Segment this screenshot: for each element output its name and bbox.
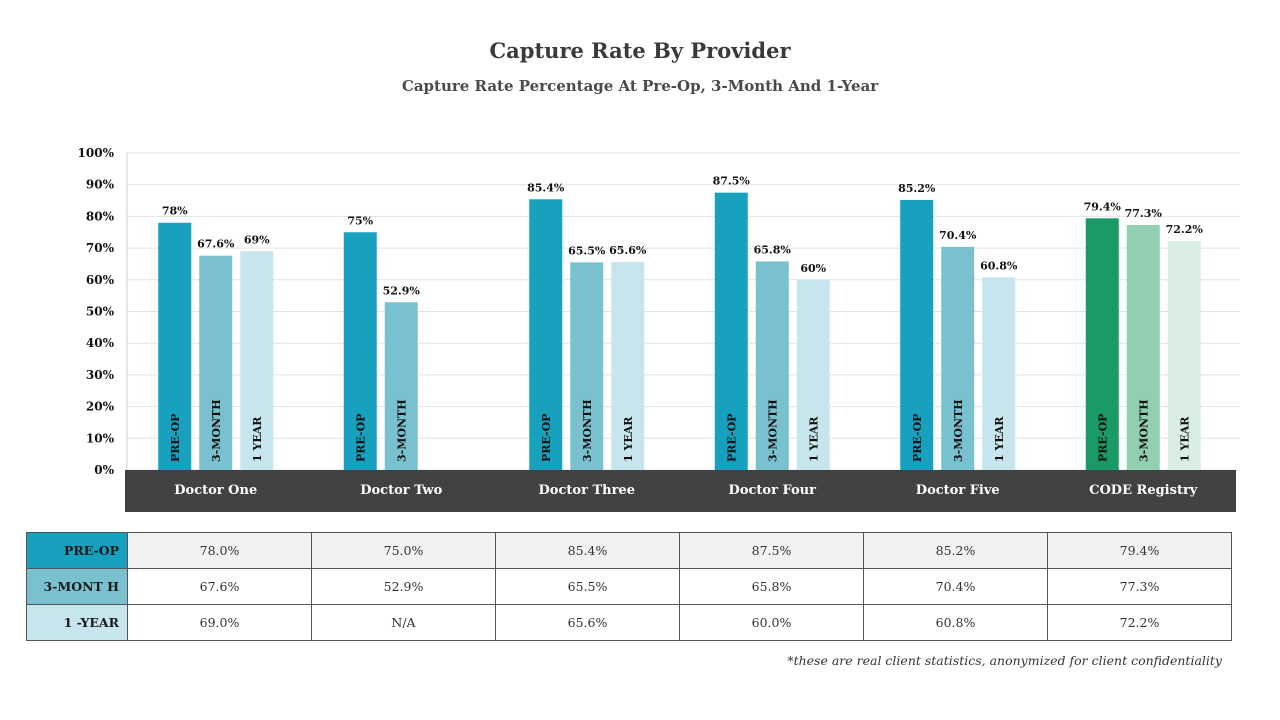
y-tick-label: 60% [86,273,115,287]
y-tick-label: 90% [86,178,115,192]
bar-series-label: 1 YEAR [993,416,1006,462]
data-label: 67.6% [197,238,235,251]
bar [714,192,748,470]
bar [1167,241,1201,470]
y-tick-label: 10% [86,431,115,445]
data-label: 75% [347,214,373,227]
bar [796,279,830,470]
bar [1126,224,1160,470]
table-cell: 65.5% [495,568,680,605]
bar-series-label: 1 YEAR [807,416,820,462]
data-label: 78% [162,205,188,218]
bar-series-label: 1 YEAR [622,416,635,462]
data-label: 85.4% [527,181,565,194]
category-label: CODE Registry [1089,483,1198,498]
bar [611,262,645,470]
data-table: PRE-OP 78.0% 75.0% 85.4% 87.5% 85.2% 79.… [26,532,1232,641]
table-cell: 65.6% [495,604,680,641]
bar-series-label: 3-MONTH [581,399,594,462]
bar-series-label: 3-MONTH [395,399,408,462]
data-label: 65.6% [609,244,647,257]
bar [158,222,192,470]
table-cell: 70.4% [863,568,1048,605]
data-label: 87.5% [713,175,751,188]
data-label: 69% [244,233,270,246]
category-label: Doctor One [174,483,257,498]
table-cell: 67.6% [127,568,312,605]
table-cell: 60.8% [863,604,1048,641]
chart-subtitle: Capture Rate Percentage At Pre-Op, 3-Mon… [401,77,879,95]
data-label: 79.4% [1084,200,1122,213]
table-cell: 85.4% [495,532,680,569]
y-tick-label: 50% [86,305,115,319]
y-tick-label: 100% [78,146,115,160]
footnote: *these are real client statistics, anony… [787,653,1222,668]
data-label: 60% [800,262,826,275]
bar-series-label: PRE-OP [725,414,738,462]
table-cell: 65.8% [679,568,864,605]
data-label: 72.2% [1166,223,1204,236]
y-tick-label: 80% [86,209,115,223]
bar [755,261,789,470]
data-label: 70.4% [939,229,977,242]
data-label: 60.8% [980,259,1018,272]
data-label: 77.3% [1125,207,1163,220]
table-row-1year: 1 -YEAR 69.0% N/A 65.6% 60.0% 60.8% 72.2… [26,604,1232,641]
table-cell: 60.0% [679,604,864,641]
table-row-preop: PRE-OP 78.0% 75.0% 85.4% 87.5% 85.2% 79.… [26,532,1232,569]
bar [384,302,418,470]
row-header-1year: 1 -YEAR [26,604,128,641]
table-cell: N/A [311,604,496,641]
table-cell: 52.9% [311,568,496,605]
y-tick-label: 70% [86,241,115,255]
chart-title: Capture Rate By Provider [489,38,791,63]
bar-series-label: 3-MONTH [766,399,779,462]
y-tick-label: 0% [94,463,114,477]
table-cell: 79.4% [1047,532,1232,569]
row-header-3month: 3-MONT H [26,568,128,605]
bar [941,246,975,470]
bar [982,277,1016,470]
category-band [125,470,1236,512]
y-tick-label: 30% [86,368,115,382]
bar-series-label: PRE-OP [911,414,924,462]
table-row-3month: 3-MONT H 67.6% 52.9% 65.5% 65.8% 70.4% 7… [26,568,1232,605]
category-label: Doctor Four [729,483,817,498]
bar-series-label: PRE-OP [540,414,553,462]
category-label: Doctor Two [360,483,442,498]
bar [529,199,563,471]
bar [1085,218,1119,470]
table-cell: 69.0% [127,604,312,641]
bar-series-label: PRE-OP [169,414,182,462]
y-tick-label: 40% [86,336,115,350]
table-cell: 72.2% [1047,604,1232,641]
row-header-preop: PRE-OP [26,532,128,569]
data-label: 65.8% [754,243,792,256]
bar-series-label: 3-MONTH [1137,399,1150,462]
bar [240,251,274,470]
data-label: 52.9% [383,284,421,297]
bar-series-label: PRE-OP [354,414,367,462]
bar-series-label: 3-MONTH [210,399,223,462]
bar-series-label: 1 YEAR [251,416,264,462]
bar [570,262,604,470]
table-cell: 75.0% [311,532,496,569]
y-tick-label: 20% [86,400,115,414]
bar-series-label: 3-MONTH [952,399,965,462]
table-cell: 87.5% [679,532,864,569]
bar-chart: 0% 10% 20% 30% 40% 50% 60% 70% 80% 90% 100% 78% PRE-… [78,146,1240,512]
category-label: Doctor Five [916,483,1000,498]
bar-series-label: PRE-OP [1096,414,1109,462]
table-cell: 78.0% [127,532,312,569]
bar [900,199,934,470]
category-label: Doctor Three [539,483,635,498]
bar-series-label: 1 YEAR [1178,416,1191,462]
bar [343,232,377,470]
bar [199,255,233,470]
table-cell: 85.2% [863,532,1048,569]
data-label: 85.2% [898,182,936,195]
table-cell: 77.3% [1047,568,1232,605]
data-label: 65.5% [568,244,606,257]
